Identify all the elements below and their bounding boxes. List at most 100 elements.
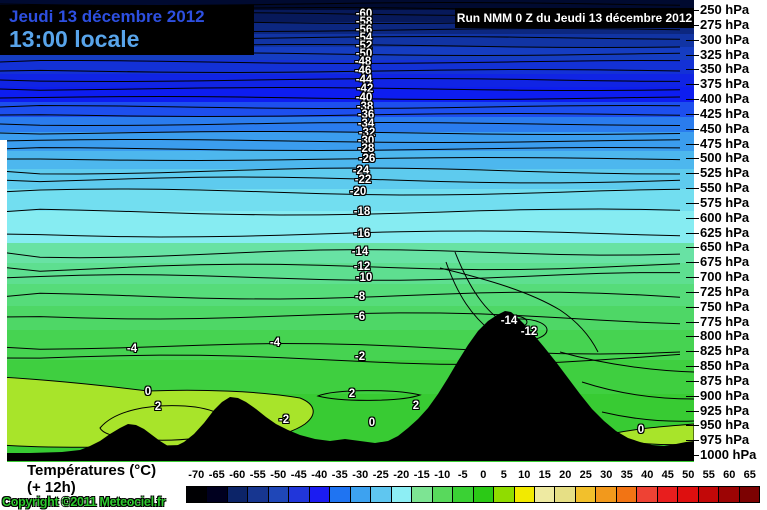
colorbar-cell bbox=[534, 487, 556, 502]
pressure-tick bbox=[686, 395, 699, 397]
contour-value-label: -58 bbox=[355, 16, 373, 28]
lead-time-label: (+ 12h) bbox=[27, 479, 76, 496]
contour-value-label: -2 bbox=[354, 351, 366, 363]
pressure-tick bbox=[686, 440, 699, 442]
legend-footer: Températures (°C) (+ 12h) Copyright ©201… bbox=[0, 462, 767, 510]
contour-value-label: -24 bbox=[352, 165, 370, 177]
contour-value-label: 0 bbox=[637, 424, 645, 436]
pressure-tick bbox=[686, 99, 699, 100]
pressure-level-label: 250 hPa bbox=[700, 2, 750, 17]
contour-value-label: -26 bbox=[358, 153, 376, 165]
colorbar-cell bbox=[268, 487, 290, 502]
colorbar-cell bbox=[514, 487, 535, 502]
date-box: Jeudi 13 décembre 2012 13:00 locale bbox=[0, 5, 254, 55]
colorbar-cell bbox=[719, 487, 740, 502]
pressure-level-label: 800 hPa bbox=[700, 328, 750, 344]
colorbar-cell bbox=[227, 487, 249, 502]
contour-line bbox=[0, 146, 681, 152]
contour-value-label: -18 bbox=[353, 206, 371, 218]
pressure-level-label: 975 hPa bbox=[700, 432, 750, 448]
contour-line bbox=[601, 411, 694, 422]
contour-value-label: -14 bbox=[351, 246, 369, 258]
contour-value-label: -48 bbox=[354, 56, 372, 68]
colorbar-tick-label: 30 bbox=[600, 469, 613, 481]
contour-value-label: -6 bbox=[354, 311, 366, 323]
contour-line bbox=[0, 77, 681, 83]
pressure-level-label: 275 hPa bbox=[700, 16, 750, 32]
pressure-tick bbox=[686, 336, 699, 338]
pressure-tick bbox=[686, 84, 699, 86]
terrain-silhouette bbox=[0, 311, 694, 461]
contour-value-label: -46 bbox=[354, 65, 372, 77]
contour-value-label: -14 bbox=[500, 315, 518, 327]
contour-line bbox=[0, 353, 681, 366]
colorbar-cell bbox=[350, 487, 372, 502]
colorbar-tick-label: 50 bbox=[682, 469, 695, 481]
contour-value-label: -22 bbox=[354, 174, 372, 186]
pressure-tick bbox=[686, 128, 699, 130]
variable-label: Températures (°C) bbox=[27, 462, 157, 479]
contour-value-label: -28 bbox=[357, 143, 375, 155]
contour-value-label: -60 bbox=[355, 8, 373, 20]
contour-line bbox=[0, 208, 681, 216]
pressure-level-label: 375 hPa bbox=[700, 76, 750, 92]
colorbar-cell bbox=[207, 487, 228, 502]
contour-value-label: -40 bbox=[355, 92, 373, 104]
contour-value-label: -20 bbox=[349, 186, 367, 198]
pressure-level-label: 875 hPa bbox=[700, 372, 750, 388]
contour-value-label: -4 bbox=[126, 343, 138, 355]
pressure-level-label: 700 hPa bbox=[700, 269, 750, 284]
pressure-level-label: 625 hPa bbox=[700, 224, 750, 240]
colorbar-tick-label: -35 bbox=[331, 469, 348, 481]
pressure-tick bbox=[686, 39, 699, 41]
contour-value-label: -12 bbox=[353, 261, 371, 273]
pressure-level-label: 675 hPa bbox=[700, 254, 750, 270]
colorbar-tick-label: -20 bbox=[393, 469, 410, 481]
contour-line bbox=[0, 167, 681, 175]
pressure-level-label: 925 hPa bbox=[700, 402, 750, 418]
contour-value-label: -16 bbox=[353, 228, 371, 240]
pressure-level-label: 600 hPa bbox=[700, 209, 750, 225]
pressure-level-label: 900 hPa bbox=[700, 387, 750, 403]
pressure-tick bbox=[686, 291, 699, 293]
contour-line bbox=[0, 139, 681, 144]
colorbar-cell bbox=[187, 487, 208, 502]
contour-value-label: -50 bbox=[355, 48, 373, 60]
pressure-tick bbox=[686, 113, 699, 115]
closed-contour-2 bbox=[316, 390, 422, 401]
colorbar-cell bbox=[494, 487, 515, 502]
contour-line bbox=[0, 230, 681, 238]
contour-value-label: 2 bbox=[154, 401, 162, 413]
colorbar-tick-label: -10 bbox=[434, 469, 451, 481]
contour-value-label: -8 bbox=[354, 291, 366, 303]
contour-line bbox=[0, 95, 681, 100]
pressure-tick bbox=[686, 10, 699, 11]
colorbar-tick-label: -40 bbox=[311, 469, 328, 481]
colorbar bbox=[186, 486, 760, 503]
contour-value-label: -56 bbox=[355, 24, 373, 36]
contour-value-label: -2 bbox=[278, 414, 290, 426]
pressure-level-label: 825 hPa bbox=[700, 343, 750, 359]
pressure-tick bbox=[686, 188, 699, 189]
colorbar-tick-label: 35 bbox=[620, 469, 633, 481]
contour-value-label: -30 bbox=[357, 135, 375, 147]
colorbar-cell bbox=[371, 487, 392, 502]
colorbar-cell bbox=[248, 487, 269, 502]
contour-value-label: -4 bbox=[269, 337, 281, 349]
colorbar-tick-label: 25 bbox=[579, 469, 592, 481]
chart-area: -60 -58 -56 -54 -52 -50 -48 -46 -44 -42 -40 -38 -36-… bbox=[0, 0, 694, 462]
pressure-level-label: 400 hPa bbox=[700, 91, 750, 106]
colorbar-cell bbox=[575, 487, 597, 502]
date-label: Jeudi 13 décembre 2012 bbox=[9, 7, 205, 26]
contour-value-label: -10 bbox=[355, 272, 373, 284]
colorbar-tick-label: 5 bbox=[500, 469, 507, 481]
contour-value-label: 0 bbox=[368, 417, 376, 429]
contour-line bbox=[559, 351, 694, 373]
pressure-tick bbox=[686, 54, 699, 56]
contour-line bbox=[0, 312, 681, 325]
pressure-tick bbox=[686, 247, 699, 249]
pressure-level-label: 725 hPa bbox=[700, 283, 750, 299]
colorbar-tick-label: 0 bbox=[480, 469, 487, 481]
left-margin bbox=[0, 140, 7, 462]
run-info-box: Run NMM 0 Z du Jeudi 13 décembre 2012 bbox=[455, 8, 694, 28]
